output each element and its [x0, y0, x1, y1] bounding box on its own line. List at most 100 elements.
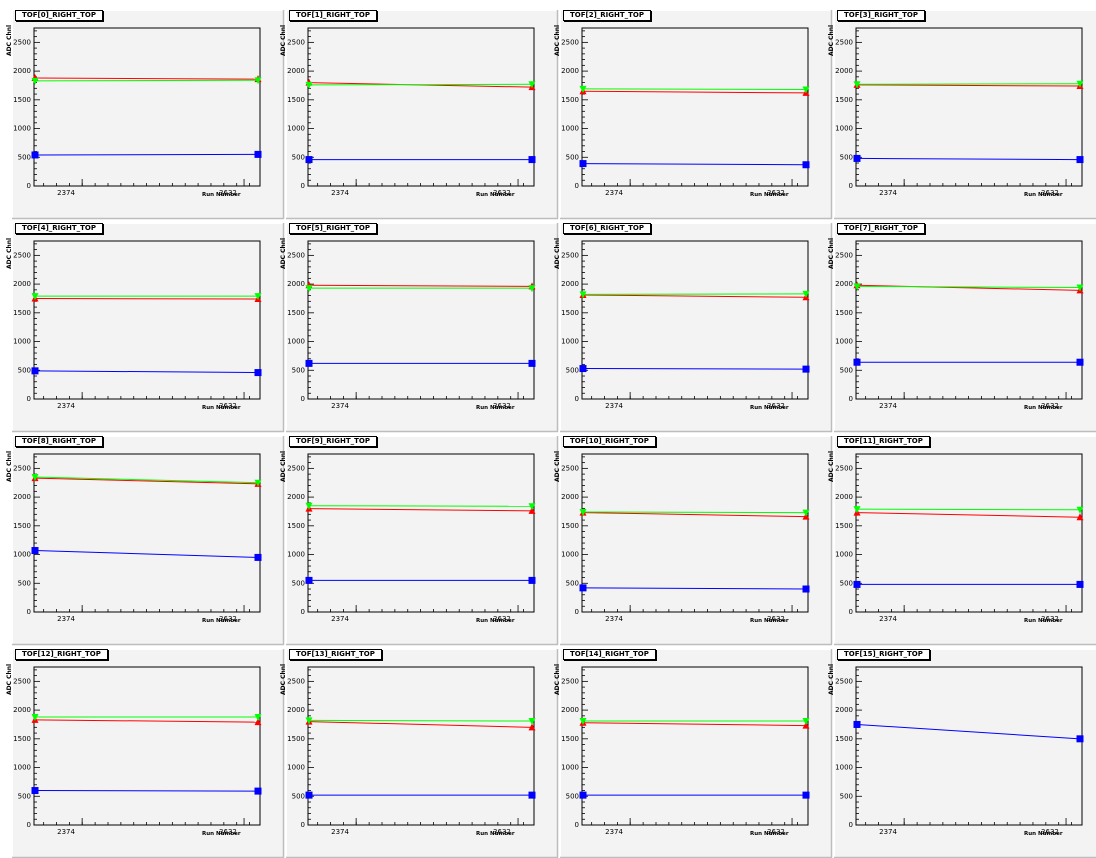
- x-axis-title: Run Number: [750, 405, 789, 411]
- x-axis-title: Run Number: [202, 618, 241, 624]
- y-tick-label: 2500: [287, 38, 305, 46]
- y-tick-label: 2500: [561, 464, 579, 472]
- y-axis-title: ADC Chnl: [280, 24, 287, 56]
- data-point-square: [528, 359, 536, 367]
- y-tick-label: 1500: [287, 96, 305, 104]
- plot-frame: [33, 666, 261, 826]
- x-axis-title: Run Number: [1024, 831, 1063, 837]
- data-point-triangle-down: [853, 81, 861, 89]
- data-point-triangle-down: [305, 502, 313, 510]
- series-line: [856, 512, 1081, 518]
- y-tick-label: 500: [566, 792, 579, 800]
- y-tick-label: 1500: [561, 522, 579, 530]
- plot-frame: [307, 240, 535, 400]
- x-axis-title: Run Number: [202, 405, 241, 411]
- data-point-triangle-down: [853, 283, 861, 291]
- chart-pad: 0 500 1000 1500 2000 2500 2374 3632 TOF[0]_RIGHT…: [6, 9, 285, 220]
- data-point-square: [254, 150, 262, 158]
- data-point-square: [305, 156, 313, 164]
- chart-title: TOF[7]_RIGHT_TOP: [837, 223, 926, 234]
- y-tick-label: 0: [301, 395, 305, 403]
- data-point-square: [853, 154, 861, 162]
- chart-title: TOF[15]_RIGHT_TOP: [837, 649, 930, 660]
- y-tick-label: 1000: [13, 551, 31, 559]
- y-tick-label: 1000: [287, 338, 305, 346]
- y-tick-label: 500: [292, 792, 305, 800]
- plot-frame: [855, 240, 1083, 400]
- chart-pad: 0 500 1000 1500 2000 2500 2374 3632 TOF[4]_RIGHT…: [6, 222, 285, 433]
- x-tick-label: 3632: [219, 402, 237, 410]
- data-point-square: [1076, 358, 1084, 366]
- y-tick-label: 2500: [13, 464, 31, 472]
- plot-frame: [33, 240, 261, 400]
- series-line: [34, 550, 259, 558]
- series-line: [34, 719, 259, 723]
- y-axis-title: ADC Chnl: [554, 237, 561, 269]
- y-tick-label: 1500: [13, 96, 31, 104]
- series-line: [856, 83, 1081, 85]
- y-tick-label: 0: [27, 395, 31, 403]
- y-axis-title: ADC Chnl: [280, 663, 287, 695]
- series-line: [34, 370, 259, 374]
- chart-pad: 0 500 1000 1500 2000 2500 2374 3632 TOF[13]_RIGH…: [280, 648, 559, 858]
- chart-svg: 0 500 1000 1500 2000 2500 2374 3632: [559, 222, 833, 433]
- series-line: [308, 508, 533, 512]
- x-tick-label: 3632: [493, 828, 511, 836]
- y-axis-title: ADC Chnl: [6, 450, 13, 482]
- x-tick-label: 2374: [57, 189, 75, 197]
- data-point-square: [802, 365, 810, 373]
- series-line: [34, 476, 259, 484]
- y-tick-label: 2000: [561, 493, 579, 501]
- chart-svg: 0 500 1000 1500 2000 2500 2374 3632: [11, 648, 285, 858]
- series-line: [582, 90, 807, 94]
- plot-frame: [307, 666, 535, 826]
- series-line: [308, 721, 533, 728]
- series-line: [856, 508, 1081, 511]
- y-tick-label: 1000: [561, 764, 579, 772]
- x-tick-label: 3632: [767, 402, 785, 410]
- chart-svg: 0 500 1000 1500 2000 2500 2374 3632: [285, 222, 559, 433]
- data-point-square: [853, 720, 861, 728]
- series-line: [582, 88, 807, 90]
- y-tick-label: 2500: [835, 38, 853, 46]
- y-tick-label: 1000: [561, 125, 579, 133]
- data-point-triangle-down: [579, 85, 587, 93]
- data-point-square: [579, 584, 587, 592]
- y-tick-label: 1000: [835, 338, 853, 346]
- chart-pad: 0 500 1000 1500 2000 2500 2374 3632 TOF[10]_RIGH…: [554, 435, 833, 646]
- y-tick-label: 500: [566, 153, 579, 161]
- chart-pad: 0 500 1000 1500 2000 2500 2374 3632 TOF[14]_RIGH…: [554, 648, 833, 858]
- y-tick-label: 2500: [13, 38, 31, 46]
- series-line: [34, 79, 259, 82]
- y-tick-label: 2000: [13, 706, 31, 714]
- series-line: [582, 368, 807, 370]
- y-tick-label: 500: [566, 366, 579, 374]
- chart-svg: 0 500 1000 1500 2000 2500 2374 3632: [559, 435, 833, 646]
- chart-title: TOF[3]_RIGHT_TOP: [837, 10, 926, 21]
- data-point-triangle-up: [528, 723, 536, 731]
- data-point-triangle-down: [579, 718, 587, 726]
- data-point-square: [1076, 156, 1084, 164]
- data-point-square: [528, 576, 536, 584]
- chart-title: TOF[6]_RIGHT_TOP: [563, 223, 652, 234]
- y-tick-label: 0: [301, 182, 305, 190]
- data-point-triangle-up: [802, 721, 810, 729]
- data-point-triangle-down: [802, 290, 810, 298]
- y-tick-label: 2000: [835, 493, 853, 501]
- x-tick-label: 3632: [767, 189, 785, 197]
- x-axis-title: Run Number: [202, 831, 241, 837]
- y-tick-label: 1000: [13, 125, 31, 133]
- plot-frame: [855, 666, 1083, 826]
- plot-frame: [307, 453, 535, 613]
- y-tick-label: 2500: [561, 38, 579, 46]
- y-tick-label: 1000: [835, 125, 853, 133]
- x-tick-label: 2374: [605, 402, 623, 410]
- chart-pad: 0 500 1000 1500 2000 2500 2374 3632 TOF[5]_RIGHT…: [280, 222, 559, 433]
- data-point-triangle-down: [305, 81, 313, 89]
- plot-frame: [307, 27, 535, 187]
- x-axis-title: Run Number: [476, 405, 515, 411]
- x-axis-title: Run Number: [476, 831, 515, 837]
- chart-title: TOF[0]_RIGHT_TOP: [15, 10, 104, 21]
- y-tick-label: 500: [18, 579, 31, 587]
- y-tick-label: 500: [840, 366, 853, 374]
